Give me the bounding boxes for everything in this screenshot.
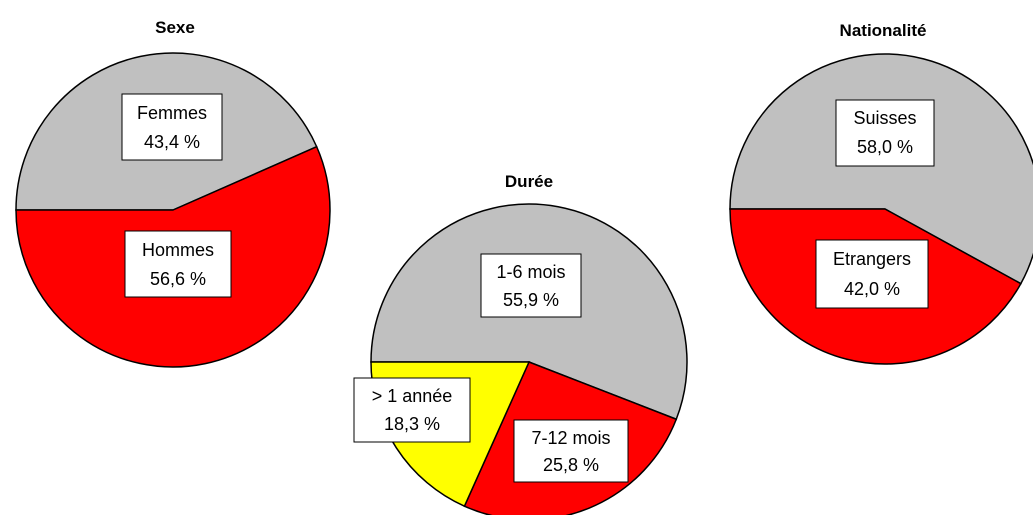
slice-value-plus-1-annee: 18,3 % [384,414,440,434]
slice-name-7-12-mois: 7-12 mois [531,428,610,448]
slice-value-etrangers: 42,0 % [844,279,900,299]
slice-label-etrangers: Etrangers 42,0 % [815,239,929,309]
slice-value-suisses: 58,0 % [857,137,913,157]
slice-label-suisses: Suisses 58,0 % [835,99,935,167]
slice-label-box-suisses [835,99,935,167]
slice-value-7-12-mois: 25,8 % [543,455,599,475]
slice-label-plus-1-annee: > 1 année 18,3 % [353,377,471,443]
slice-label-femmes: Femmes 43,4 % [121,93,223,161]
slice-name-etrangers: Etrangers [833,249,911,269]
slice-label-box-7-12-mois [513,419,629,483]
slice-name-1-6-mois: 1-6 mois [496,262,565,282]
slice-value-1-6-mois: 55,9 % [503,290,559,310]
pie-slice-suisses [729,53,1033,285]
slice-name-femmes: Femmes [137,103,207,123]
slice-label-box-etrangers [815,239,929,309]
slice-label-box-hommes [124,230,232,298]
slice-name-suisses: Suisses [853,108,916,128]
slice-value-femmes: 43,4 % [144,132,200,152]
slice-label-hommes: Hommes 56,6 % [124,230,232,298]
slice-label-box-plus-1-annee [353,377,471,443]
slice-label-box-femmes [121,93,223,161]
chart-title-nationalite: Nationalité [840,21,927,40]
chart-title-duree: Durée [505,172,553,191]
chart-title-sexe: Sexe [155,18,195,37]
slice-name-hommes: Hommes [142,240,214,260]
slice-label-1-6-mois: 1-6 mois 55,9 % [480,253,582,318]
slice-value-hommes: 56,6 % [150,269,206,289]
pie-chart-duree: Durée 1-6 mois 55,9 % 7-12 mois 25,8 % >… [353,172,688,515]
pie-chart-nationalite: Nationalité Suisses 58,0 % Etrangers 42,… [729,21,1033,365]
slice-name-plus-1-annee: > 1 année [372,386,453,406]
pie-chart-sexe: Sexe Femmes 43,4 % Hommes 56,6 % [15,18,331,368]
slice-label-box-1-6-mois [480,253,582,318]
slice-label-7-12-mois: 7-12 mois 25,8 % [513,419,629,483]
